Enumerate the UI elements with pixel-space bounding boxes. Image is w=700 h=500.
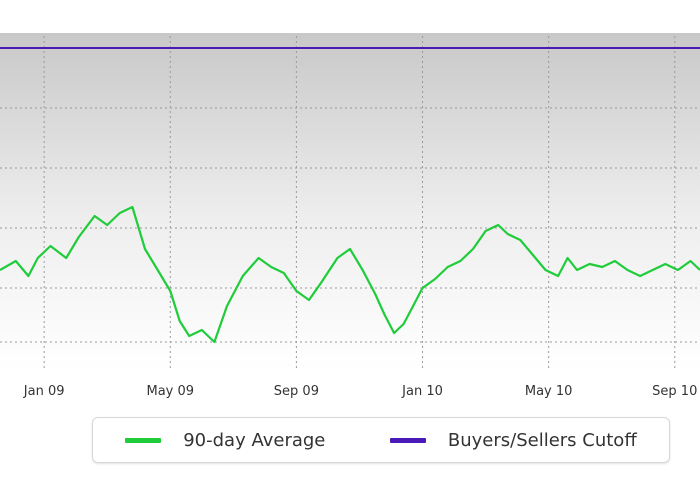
x-tick-label: Jan 09 — [23, 384, 65, 399]
legend: 90-day Average Buyers/Sellers Cutoff — [92, 417, 670, 463]
legend-item-cutoff: Buyers/Sellers Cutoff — [389, 429, 637, 451]
series-layer — [0, 47, 700, 344]
series-line-average — [0, 205, 700, 344]
legend-swatch-cutoff — [389, 437, 426, 443]
x-tick-label: May 09 — [146, 384, 194, 399]
legend-swatch-average — [125, 437, 162, 443]
grid — [0, 36, 700, 368]
x-tick-label: Jan 10 — [401, 384, 443, 399]
x-tick-label: Sep 09 — [274, 384, 319, 399]
legend-label-average: 90-day Average — [183, 429, 326, 451]
x-tick-label: Sep 10 — [652, 384, 697, 399]
plot-area — [0, 33, 700, 370]
x-tick-label: May 10 — [525, 384, 573, 399]
legend-item-average: 90-day Average — [125, 430, 325, 451]
legend-label-cutoff: Buyers/Sellers Cutoff — [447, 429, 637, 451]
